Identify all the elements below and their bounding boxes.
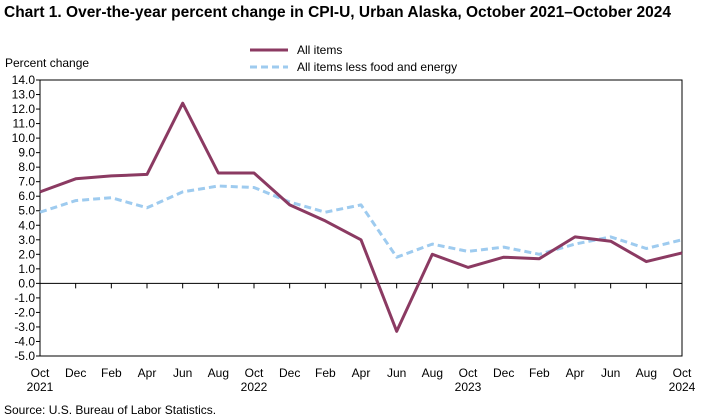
x-tick-label: Aug xyxy=(636,366,657,380)
series-line-core xyxy=(39,184,683,259)
y-tick-label: -2.0 xyxy=(14,305,35,319)
x-year-label: 2023 xyxy=(455,380,482,394)
series-line-all-items xyxy=(39,101,683,333)
axes xyxy=(36,79,683,357)
x-tick-label: Apr xyxy=(138,366,157,380)
x-tick-label: Aug xyxy=(422,366,443,380)
y-tick-label: 10.0 xyxy=(12,131,36,145)
legend-label: All items less food and energy xyxy=(297,60,457,74)
y-tick-label: -1.0 xyxy=(14,291,35,305)
x-year-label: 2024 xyxy=(669,380,696,394)
y-tick-label: 14.0 xyxy=(12,73,36,87)
y-tick-label: 13.0 xyxy=(12,88,36,102)
y-tick-label: 3.0 xyxy=(18,233,35,247)
x-tick-label: Oct xyxy=(245,366,264,380)
x-tick-label: Jun xyxy=(601,366,620,380)
x-tick-label: Oct xyxy=(31,366,50,380)
x-tick-label: Jun xyxy=(173,366,192,380)
y-tick-label: 0.0 xyxy=(18,276,35,290)
y-axis-tick-labels: 14.013.012.011.010.09.08.07.06.05.04.03.… xyxy=(5,56,89,363)
x-tick-label: Dec xyxy=(279,366,300,380)
source-note: Source: U.S. Bureau of Labor Statistics. xyxy=(4,403,217,417)
y-tick-label: 11.0 xyxy=(13,117,36,131)
y-tick-label: 8.0 xyxy=(18,160,35,174)
y-axis-title: Percent change xyxy=(5,56,89,70)
y-tick-label: 2.0 xyxy=(18,247,35,261)
x-tick-label: Oct xyxy=(673,366,692,380)
y-tick-label: 6.0 xyxy=(18,189,35,203)
x-tick-label: Feb xyxy=(529,366,550,380)
legend-label: All items xyxy=(297,43,342,57)
legend: All items All items less food and energy xyxy=(250,43,457,74)
plot-frame xyxy=(39,79,683,357)
x-tick-label: Aug xyxy=(208,366,229,380)
x-tick-label: Jun xyxy=(387,366,406,380)
x-year-label: 2021 xyxy=(27,380,54,394)
x-tick-label: Apr xyxy=(352,366,371,380)
x-tick-label: Oct xyxy=(459,366,478,380)
y-tick-label: -3.0 xyxy=(14,320,35,334)
y-tick-label: -5.0 xyxy=(14,349,35,363)
y-tick-label: 12.0 xyxy=(12,102,36,116)
y-tick-label: -4.0 xyxy=(14,334,35,348)
y-tick-label: 9.0 xyxy=(18,146,35,160)
y-tick-label: 5.0 xyxy=(18,204,35,218)
series-lines xyxy=(39,101,683,333)
y-tick-label: 7.0 xyxy=(18,175,35,189)
x-year-label: 2022 xyxy=(241,380,268,394)
y-tick-label: 4.0 xyxy=(18,218,35,232)
x-tick-label: Apr xyxy=(566,366,585,380)
x-tick-label: Feb xyxy=(101,366,122,380)
y-tick-label: 1.0 xyxy=(18,262,35,276)
x-tick-label: Feb xyxy=(315,366,336,380)
x-tick-label: Dec xyxy=(493,366,514,380)
chart-title: Chart 1. Over-the-year percent change in… xyxy=(4,4,672,21)
x-axis-tick-labels: Oct Dec Feb Apr Jun Aug Oct Dec Feb Apr Jun Aug Oct D… xyxy=(27,366,696,394)
x-tick-label: Dec xyxy=(65,366,86,380)
